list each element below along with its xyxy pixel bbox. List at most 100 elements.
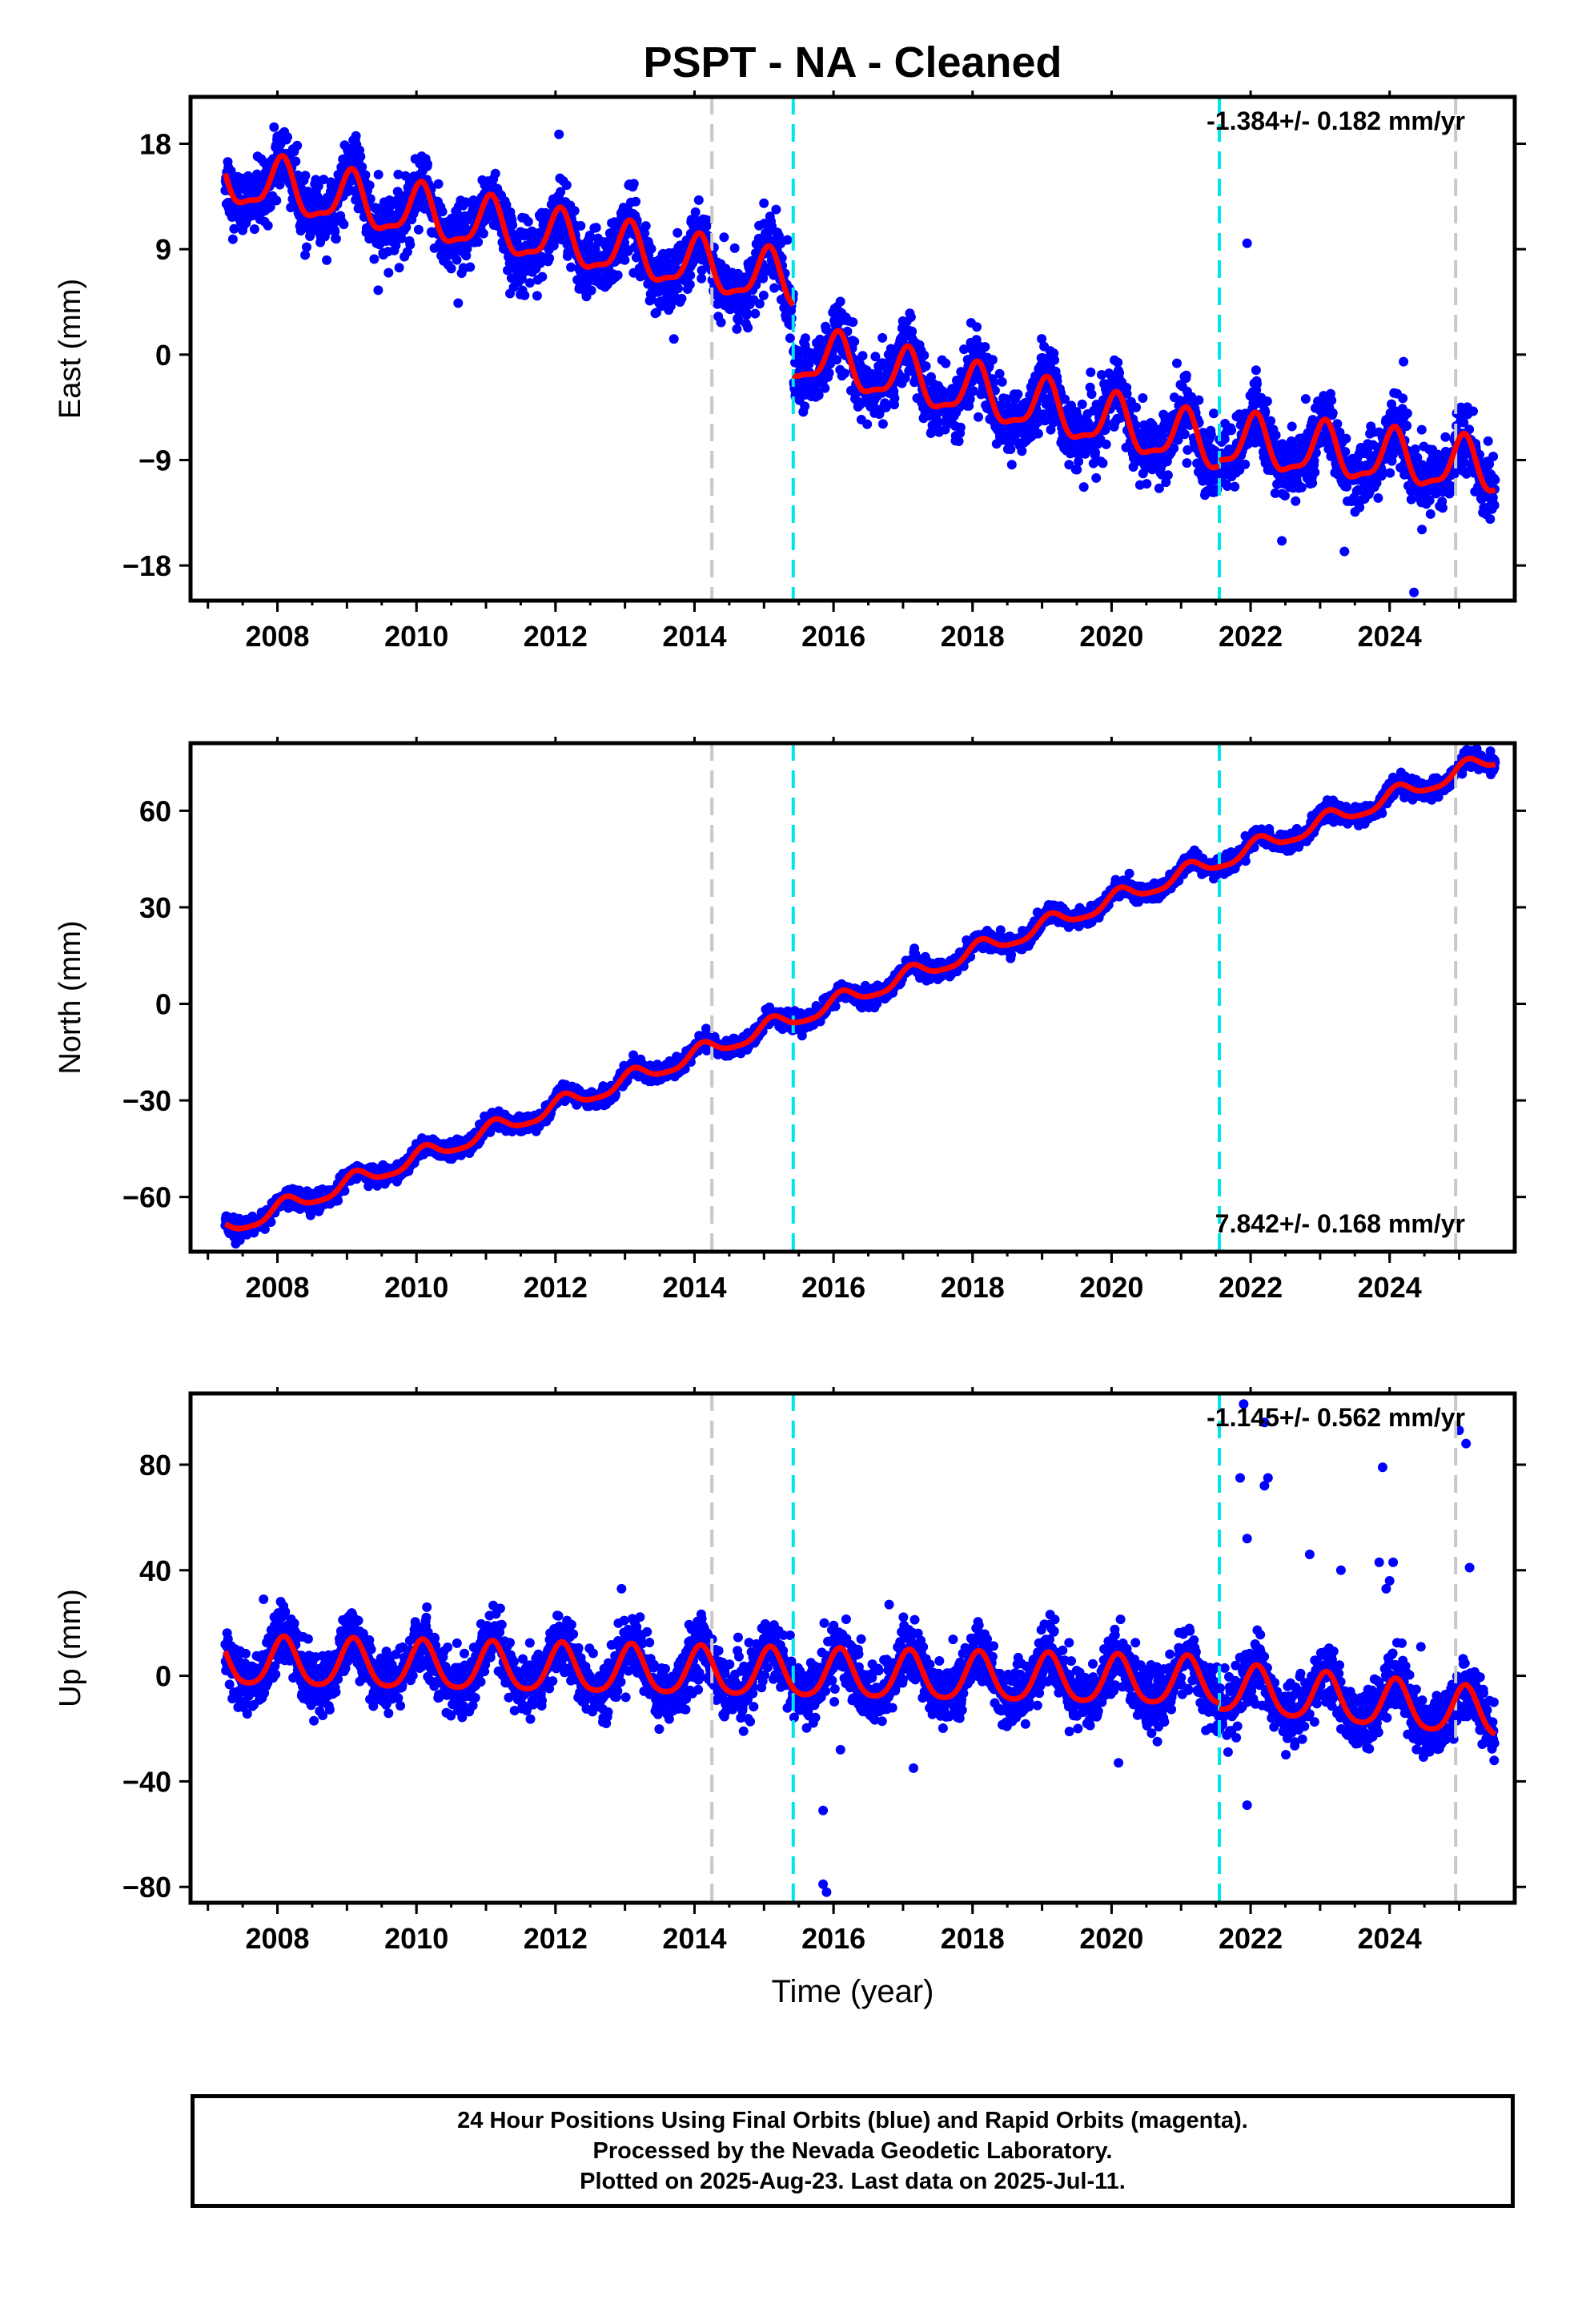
data-point xyxy=(1484,459,1495,469)
data-point xyxy=(685,270,696,280)
data-point xyxy=(1251,365,1261,376)
data-point xyxy=(584,231,595,240)
data-point xyxy=(1037,334,1047,344)
data-point xyxy=(478,228,488,239)
data-point xyxy=(941,358,951,368)
data-point xyxy=(1266,416,1276,426)
data-point xyxy=(1309,456,1319,466)
data-point xyxy=(1101,439,1111,449)
y-tick-label: −9 xyxy=(139,444,171,476)
data-point xyxy=(771,204,781,215)
velocity-label: -1.384+/- 0.182 mm/yr xyxy=(1207,107,1465,135)
data-point xyxy=(1098,458,1108,468)
data-point xyxy=(1206,429,1216,440)
data-point xyxy=(669,334,679,344)
x-tick-label: 2016 xyxy=(801,620,865,653)
data-point xyxy=(1169,443,1179,453)
data-point xyxy=(1230,481,1240,492)
data-point xyxy=(1262,396,1272,407)
y-tick-label: 0 xyxy=(155,339,171,372)
model-fit-line xyxy=(1218,409,1496,494)
data-point xyxy=(716,317,726,328)
data-point xyxy=(1122,388,1132,399)
data-point xyxy=(1335,428,1345,437)
data-point xyxy=(857,351,868,361)
outlier-point xyxy=(373,285,383,296)
data-point xyxy=(369,254,379,264)
data-point xyxy=(785,333,795,344)
data-point xyxy=(1072,464,1082,475)
data-point xyxy=(697,265,707,275)
data-point xyxy=(758,273,769,283)
data-point xyxy=(1438,503,1447,513)
data-point xyxy=(586,285,596,296)
data-point xyxy=(351,131,361,141)
data-point xyxy=(1342,481,1352,492)
data-point xyxy=(1373,493,1383,503)
panels: 2008 2010 2012 2014 2016 2018 2020 2022 20241890… xyxy=(54,90,1526,2009)
data-point xyxy=(1154,483,1164,493)
data-point xyxy=(524,278,535,288)
data-point xyxy=(295,226,306,236)
data-point xyxy=(968,386,978,396)
data-point xyxy=(905,312,916,322)
data-point xyxy=(1181,370,1191,380)
data-point xyxy=(271,195,282,206)
data-point xyxy=(1425,509,1435,519)
data-point xyxy=(1340,447,1351,457)
data-point xyxy=(393,169,404,179)
data-point xyxy=(1424,495,1435,505)
data-point xyxy=(733,316,744,326)
data-point xyxy=(840,368,849,379)
outlier-point xyxy=(554,129,564,139)
data-point xyxy=(1410,444,1420,454)
data-point xyxy=(900,373,910,383)
data-point xyxy=(1291,496,1301,506)
data-point xyxy=(569,206,580,216)
data-point xyxy=(1287,421,1297,432)
data-point xyxy=(934,417,944,428)
data-point xyxy=(302,242,311,252)
outlier-point xyxy=(453,298,464,308)
data-point xyxy=(1182,444,1193,455)
data-point xyxy=(405,239,416,250)
data-point xyxy=(881,402,891,412)
data-point xyxy=(919,350,930,360)
data-point xyxy=(673,283,683,294)
data-point xyxy=(820,383,830,393)
data-point xyxy=(965,394,975,404)
data-point xyxy=(1412,452,1423,463)
data-point xyxy=(1162,470,1173,480)
data-point xyxy=(1446,480,1456,491)
data-point xyxy=(1194,395,1204,405)
data-point xyxy=(813,390,824,400)
data-point xyxy=(1077,399,1087,409)
data-point xyxy=(1050,355,1060,365)
data-point xyxy=(1113,357,1123,368)
data-point xyxy=(331,234,341,244)
data-point xyxy=(1173,435,1183,445)
data-point xyxy=(640,228,650,239)
data-point xyxy=(1260,407,1271,416)
data-point xyxy=(269,122,279,132)
data-point xyxy=(1327,408,1338,418)
data-point xyxy=(769,283,780,293)
model-fit-line xyxy=(791,328,1220,471)
y-axis-label: East (mm) xyxy=(54,279,87,419)
panel-east: 2008 2010 2012 2014 2016 2018 2020 2022 20241890… xyxy=(54,90,1526,653)
data-point xyxy=(889,393,900,404)
data-point xyxy=(1223,481,1233,491)
data-point xyxy=(561,180,572,191)
data-point xyxy=(322,255,332,265)
data-point xyxy=(1398,393,1408,404)
data-point xyxy=(729,243,740,253)
data-point xyxy=(1138,393,1148,403)
data-point xyxy=(972,322,982,332)
data-point xyxy=(537,271,548,282)
y-tick-label: −18 xyxy=(122,549,171,582)
data-point xyxy=(1300,394,1311,404)
data-point xyxy=(1182,458,1192,468)
outlier-point xyxy=(1339,546,1350,557)
data-point xyxy=(885,344,896,354)
